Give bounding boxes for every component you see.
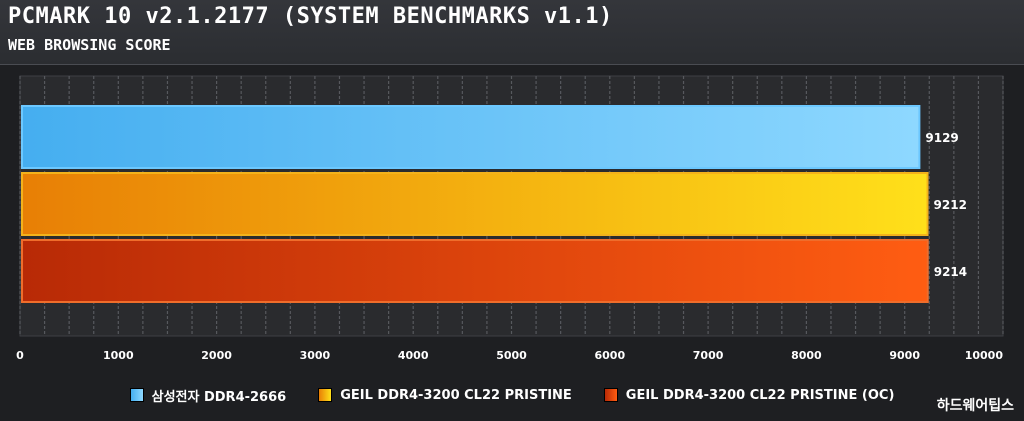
legend-label-samsung: 삼성전자 DDR4-2666 bbox=[151, 389, 287, 405]
chart-title: PCMARK 10 v2.1.2177 (SYSTEM BENCHMARKS v… bbox=[8, 4, 613, 29]
bar-0 bbox=[21, 105, 921, 169]
legend-label-geil: GEIL DDR4-3200 CL22 PRISTINE bbox=[340, 387, 572, 403]
bar-2 bbox=[21, 239, 929, 303]
chart-legend: 삼성전자 DDR4-2666 GEIL DDR4-3200 CL22 PRIST… bbox=[0, 380, 1024, 410]
x-tick-label: 2000 bbox=[201, 349, 232, 362]
x-tick-label: 10000 bbox=[965, 349, 1004, 362]
x-tick-label: 7000 bbox=[693, 349, 724, 362]
x-tick-label: 3000 bbox=[300, 349, 331, 362]
x-tick-label: 4000 bbox=[398, 349, 429, 362]
legend-item-samsung: 삼성전자 DDR4-2666 bbox=[129, 386, 287, 405]
legend-label-geil-oc: GEIL DDR4-3200 CL22 PRISTINE (OC) bbox=[625, 387, 895, 403]
bar-value-label-1: 9212 bbox=[934, 198, 967, 212]
legend-item-geil: GEIL DDR4-3200 CL22 PRISTINE bbox=[318, 388, 572, 403]
x-tick-label: 6000 bbox=[594, 349, 625, 362]
bar-chart: 9129 9212 9214 0 1000 2000 3000 4000 5000 6000 700… bbox=[16, 75, 1004, 362]
legend-swatch-geil-oc bbox=[603, 388, 618, 402]
bar-value-label-0: 9129 bbox=[925, 131, 958, 145]
x-tick-label: 9000 bbox=[889, 349, 920, 362]
x-tick-label: 5000 bbox=[496, 349, 527, 362]
x-tick-label: 1000 bbox=[103, 349, 134, 362]
chart-subtitle: WEB BROWSING SCORE bbox=[8, 36, 171, 54]
legend-swatch-samsung bbox=[129, 388, 144, 402]
x-tick-label: 8000 bbox=[791, 349, 822, 362]
legend-swatch-geil bbox=[318, 388, 333, 402]
bar-1 bbox=[21, 172, 929, 236]
legend-item-geil-oc: GEIL DDR4-3200 CL22 PRISTINE (OC) bbox=[603, 387, 895, 403]
chart-header: PCMARK 10 v2.1.2177 (SYSTEM BENCHMARKS v… bbox=[0, 0, 1024, 65]
x-tick-label: 0 bbox=[16, 349, 24, 362]
bar-value-label-2: 9214 bbox=[934, 265, 967, 279]
watermark: 하드웨어팁스 bbox=[936, 398, 1014, 414]
